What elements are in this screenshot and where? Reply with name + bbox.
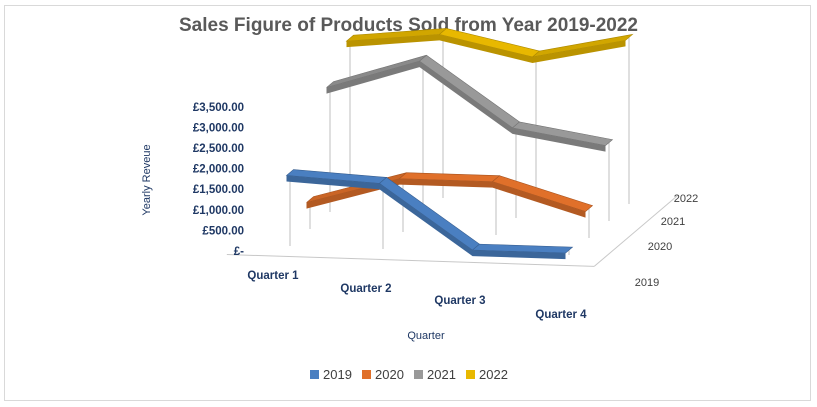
depth-label-2019: 2019 <box>635 277 659 289</box>
x-category-label: Quarter 3 <box>434 295 485 307</box>
depth-label-2021: 2021 <box>661 216 685 228</box>
legend-item-2019: 2019 <box>310 367 352 382</box>
legend-label: 2022 <box>479 367 508 382</box>
y-tick-label: £- <box>234 246 244 258</box>
segment-2021-2 <box>419 54 520 129</box>
y-axis-title: Yearly Reveue <box>141 144 153 215</box>
legend-label: 2020 <box>375 367 404 382</box>
x-category-label: Quarter 4 <box>535 309 587 321</box>
segment-edge-2021-3 <box>512 127 606 152</box>
segment-edge-2022-1 <box>346 34 440 48</box>
segment-edge-2021-1 <box>326 61 420 94</box>
legend-swatch <box>466 370 475 379</box>
legend-swatch <box>310 370 319 379</box>
legend-swatch <box>362 370 371 379</box>
legend-label: 2019 <box>323 367 352 382</box>
legend-item-2021: 2021 <box>414 367 456 382</box>
x-category-label: Quarter 2 <box>340 283 391 295</box>
depth-label-2022: 2022 <box>674 193 698 205</box>
legend-label: 2021 <box>427 367 456 382</box>
segment-edge-2022-2 <box>439 34 533 63</box>
floor <box>226 194 679 267</box>
legend: 2019 2020 2021 2022 <box>310 367 508 382</box>
segment-2019-2 <box>379 177 480 251</box>
depth-label-2020: 2020 <box>648 241 672 253</box>
y-tick-label: £2,000.00 <box>193 164 244 176</box>
segment-2020-3 <box>491 175 594 212</box>
y-tick-label: £2,500.00 <box>193 143 244 155</box>
legend-swatch <box>414 370 423 379</box>
x-category-label: Quarter 1 <box>247 270 299 282</box>
segment-edge-2019-2 <box>379 183 473 257</box>
depth-axis: 2019 2020 2021 2022 <box>635 193 698 289</box>
segment-edge-2019-3 <box>472 250 566 260</box>
y-tick-label: £3,500.00 <box>193 102 244 114</box>
segment-edge-2019-1 <box>286 175 380 190</box>
floor-front-edge <box>226 254 595 267</box>
legend-item-2022: 2022 <box>466 367 508 382</box>
series-2021 <box>326 54 614 152</box>
segment-2021-1 <box>326 54 427 88</box>
y-axis-ticks: £- £500.00 £1,000.00 £1,500.00 £2,000.00 £2,5… <box>193 102 244 258</box>
x-axis-title: Quarter <box>407 330 445 342</box>
segment-edge-2020-3 <box>492 181 586 218</box>
segment-edge-2020-2 <box>399 178 493 188</box>
y-tick-label: £500.00 <box>202 225 244 237</box>
y-tick-label: £1,000.00 <box>193 205 244 217</box>
chart-title: Sales Figure of Products Sold from Year … <box>179 15 638 36</box>
floor-side-edge <box>593 194 679 267</box>
series-2022 <box>345 28 634 63</box>
segment-edge-2022-3 <box>532 40 626 63</box>
x-axis-categories: Quarter 1 Quarter 2 Quarter 3 Quarter 4 <box>247 270 587 321</box>
legend-item-2020: 2020 <box>362 367 404 382</box>
series-ribbons <box>285 28 634 260</box>
segment-edge-2021-2 <box>419 61 513 134</box>
y-tick-label: £1,500.00 <box>193 184 244 196</box>
y-tick-label: £3,000.00 <box>193 122 244 134</box>
series-2019 <box>285 169 574 260</box>
